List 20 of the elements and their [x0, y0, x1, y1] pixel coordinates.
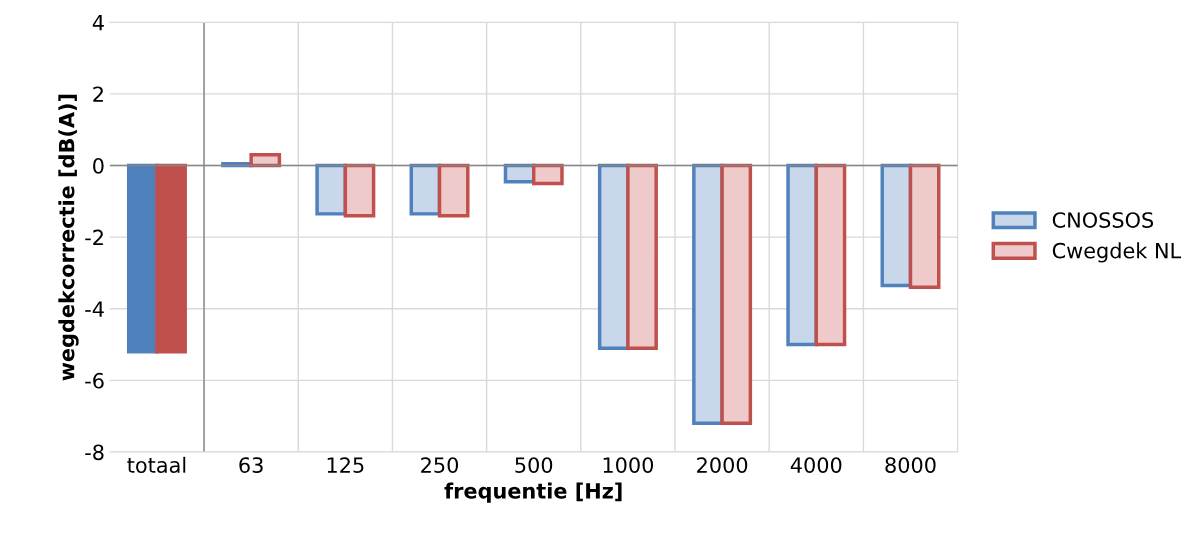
- x-axis-title: frequentie [Hz]: [444, 482, 622, 503]
- y-tick-label: -4: [85, 301, 104, 317]
- x-tick-label: totaal: [127, 456, 186, 473]
- x-tick-label: 2000: [697, 457, 748, 473]
- x-tick-label: 125: [327, 457, 364, 473]
- legend-label: Cwegdek NL: [1052, 242, 1182, 263]
- x-tick-label: 4000: [790, 457, 842, 473]
- x-tick-label: 250: [421, 457, 459, 473]
- y-tick-label: -8: [85, 444, 104, 461]
- x-tick-label: 8000: [885, 457, 936, 473]
- y-tick-label: -6: [85, 372, 104, 389]
- y-axis-title: wegdekcorrectie [dB(A)]: [58, 94, 79, 381]
- x-tick-label: 500: [515, 457, 553, 473]
- y-tick-label: 2: [93, 86, 103, 102]
- y-tick-label: 0: [93, 157, 104, 174]
- legend-label: CNOSSOS: [1052, 212, 1154, 228]
- x-tick-label: 63: [239, 457, 263, 473]
- y-tick-label: 4: [92, 15, 104, 31]
- y-tick-label: -2: [85, 229, 103, 246]
- x-tick-label: 1000: [603, 457, 654, 473]
